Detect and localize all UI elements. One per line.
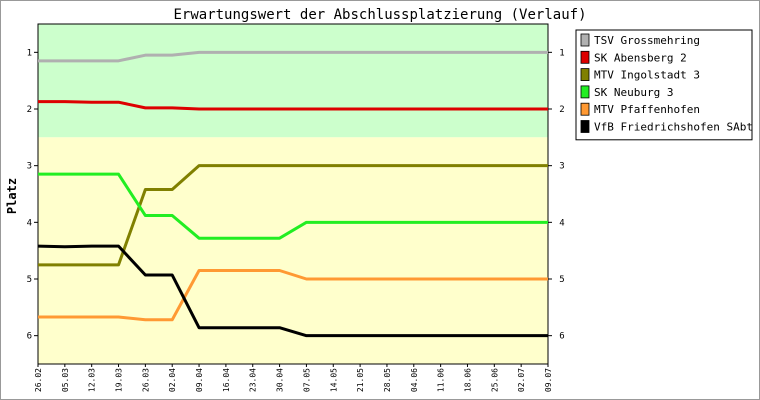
zone-band-1 bbox=[38, 24, 548, 138]
y-tick-label-right: 1 bbox=[559, 48, 564, 58]
legend-label: SK Neuburg 3 bbox=[594, 86, 673, 99]
x-tick-label: 09.07 bbox=[544, 368, 553, 392]
x-tick-label: 12.03 bbox=[88, 368, 97, 392]
legend-swatch bbox=[580, 120, 590, 133]
x-tick-label: 21.05 bbox=[356, 368, 365, 392]
x-tick-label: 26.03 bbox=[141, 368, 150, 392]
x-tick-label: 18.06 bbox=[463, 368, 472, 392]
series-line-5 bbox=[38, 269, 548, 322]
x-tick-label: 16.04 bbox=[222, 368, 231, 392]
legend-swatch bbox=[580, 85, 590, 99]
legend-label: MTV Ingolstadt 3 bbox=[594, 69, 700, 82]
y-tick-label-left: 6 bbox=[27, 332, 32, 342]
x-tick-label: 02.04 bbox=[168, 368, 177, 392]
y-tick-label-left: 2 bbox=[27, 105, 32, 115]
x-tick-label: 11.06 bbox=[437, 368, 446, 392]
legend-label: MTV Pfaffenhofen bbox=[594, 103, 700, 116]
y-tick-label-left: 3 bbox=[27, 162, 32, 172]
y-axis-label: Platz bbox=[5, 178, 19, 214]
series-line-1 bbox=[38, 50, 548, 63]
legend-label: VfB Friedrichshofen SAbt 2 bbox=[594, 121, 760, 134]
x-tick-label: 23.04 bbox=[249, 368, 258, 392]
y-tick-label-left: 5 bbox=[27, 275, 32, 285]
y-tick-label-right: 5 bbox=[559, 275, 564, 285]
legend-label: SK Abensberg 2 bbox=[594, 51, 687, 64]
y-tick-label-left: 1 bbox=[27, 48, 32, 58]
plot-area-border bbox=[37, 23, 549, 365]
zone-band-2 bbox=[38, 137, 548, 364]
x-tick-label: 28.05 bbox=[383, 368, 392, 392]
legend-swatch bbox=[580, 68, 590, 81]
legend-swatch bbox=[580, 102, 590, 116]
legend-swatch bbox=[580, 33, 590, 47]
x-tick-label: 14.05 bbox=[329, 368, 338, 392]
x-tick-label: 07.05 bbox=[302, 368, 311, 392]
x-tick-label: 02.07 bbox=[517, 368, 526, 392]
series-line-6 bbox=[37, 244, 548, 338]
y-tick-label-right: 4 bbox=[559, 218, 564, 228]
legend-swatch bbox=[580, 50, 590, 64]
x-tick-label: 25.06 bbox=[490, 368, 499, 392]
series-line-2 bbox=[38, 100, 548, 111]
x-tick-label: 04.06 bbox=[410, 368, 419, 392]
series-line-4 bbox=[38, 172, 548, 240]
x-tick-label: 09.04 bbox=[195, 368, 204, 392]
y-tick-label-left: 4 bbox=[27, 218, 32, 228]
chart-title: Erwartungswert der Abschlussplatzierung … bbox=[173, 7, 586, 23]
legend-label: TSV Grossmehring bbox=[594, 34, 700, 47]
y-tick-label-right: 3 bbox=[559, 162, 564, 172]
x-tick-label: 30.04 bbox=[276, 368, 285, 392]
y-tick-label-right: 2 bbox=[559, 105, 564, 115]
x-tick-label: 19.03 bbox=[115, 368, 124, 392]
x-tick-label: 26.02 bbox=[34, 368, 43, 392]
x-tick-label: 05.03 bbox=[61, 368, 70, 392]
y-tick-label-right: 6 bbox=[559, 332, 564, 342]
legend-box bbox=[575, 29, 753, 141]
